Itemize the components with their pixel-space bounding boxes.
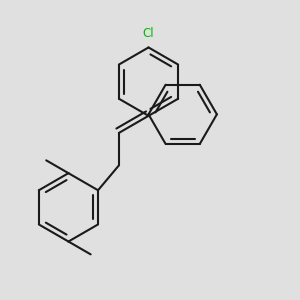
- Text: Cl: Cl: [143, 27, 154, 40]
